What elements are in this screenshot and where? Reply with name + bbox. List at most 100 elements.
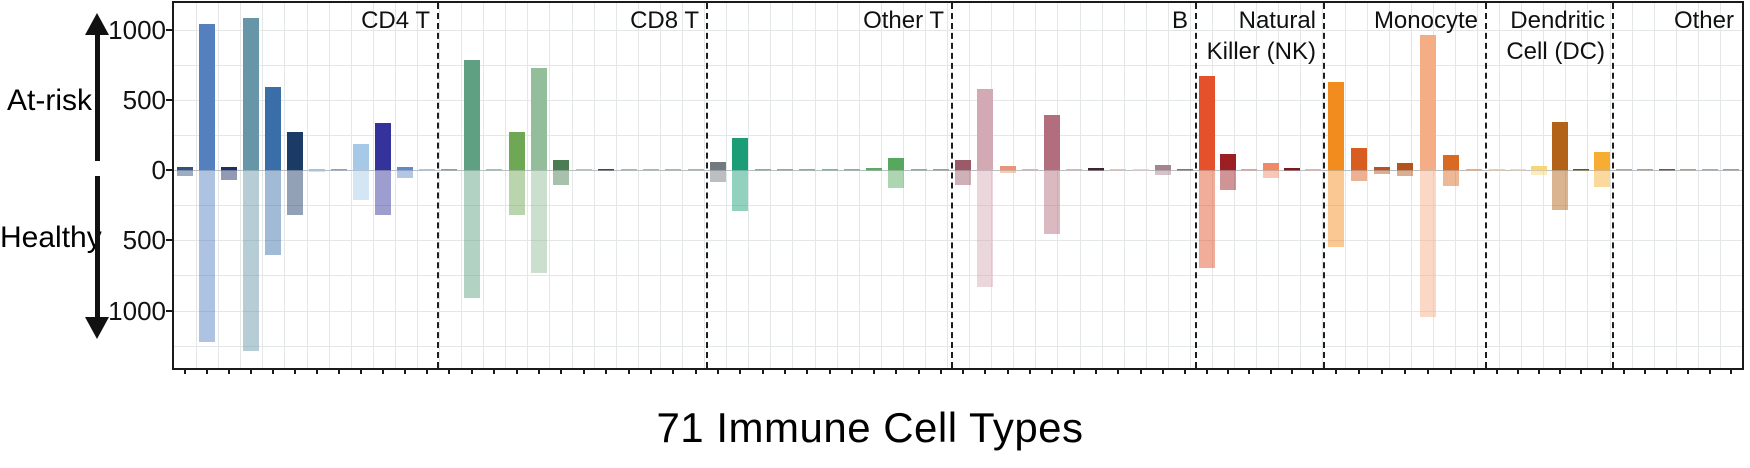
section-separator-nk [1323,3,1325,368]
bar-at-risk-other-4 [1680,169,1697,170]
x-tick [650,368,652,374]
bar-at-risk-cd4-t-5 [265,87,281,170]
x-tick [515,368,518,374]
vertical-gridline [483,3,485,368]
bar-healthy-cd8-t-9 [620,170,637,171]
vertical-gridline [659,3,661,368]
bar-at-risk-dc-5 [1573,168,1590,170]
x-tick [828,368,831,374]
vertical-gridline [637,3,639,368]
bar-at-risk-nk-3 [1241,169,1258,170]
vertical-gridline [394,3,396,368]
y-tick-mark [166,309,174,312]
bar-at-risk-monocyte-6 [1443,155,1460,170]
bar-at-risk-other-t-11 [932,168,949,170]
vertical-gridline [726,3,728,368]
vertical-gridline [328,3,330,368]
vertical-gridline [218,3,220,368]
vertical-gridline [1035,3,1037,368]
section-separator-b [1195,3,1197,368]
section-label-dc: Dendritic Cell (DC) [1506,7,1605,65]
bar-healthy-cd8-t-1 [441,170,458,171]
bar-healthy-cd8-t-7 [575,170,592,171]
x-tick [294,368,296,374]
vertical-gridline [527,3,529,368]
bar-healthy-cd4-t-9 [353,170,369,200]
section-label-cd4-t: CD4 T [361,7,430,34]
bar-healthy-other-t-6 [821,170,838,172]
bar-healthy-cd8-t-12 [687,170,704,171]
bar-at-risk-monocyte-2 [1350,148,1367,170]
bar-at-risk-cd4-t-3 [221,166,237,170]
section-label-nk: Natural Killer (NK) [1206,7,1316,65]
section-label-cd8-t: CD8 T [630,7,699,34]
bar-at-risk-other-t-9 [888,158,905,170]
bar-healthy-other-2 [1637,170,1654,171]
section-label-other: Other [1673,7,1734,34]
x-tick [694,368,697,374]
bar-at-risk-b-1 [955,159,972,170]
x-tick [627,368,630,374]
vertical-gridline [1587,3,1589,368]
x-tick [1227,368,1229,374]
bar-at-risk-monocyte-1 [1327,81,1344,170]
vertical-gridline [836,3,838,368]
vertical-gridline [748,3,750,368]
horizontal-gridline [174,275,1742,277]
bar-at-risk-cd8-t-4 [508,132,525,170]
bar-at-risk-nk-6 [1305,169,1322,170]
bar-at-risk-cd8-t-2 [463,60,480,170]
bar-at-risk-nk-4 [1262,163,1279,170]
bar-at-risk-cd4-t-10 [375,122,391,170]
bar-at-risk-other-t-8 [866,168,882,170]
bar-at-risk-b-7 [1088,168,1105,170]
y-tick-label: 500 [122,84,166,115]
bar-healthy-cd8-t-8 [598,170,615,171]
x-tick [250,368,252,374]
bar-healthy-cd4-t-2 [199,170,215,343]
bar-healthy-cd8-t-11 [665,170,682,171]
bar-at-risk-b-3 [999,165,1016,170]
bar-healthy-other-1 [1615,170,1632,171]
arrow-line-lower [95,176,100,319]
vertical-gridline [1322,3,1324,368]
vertical-gridline [196,3,198,368]
vertical-gridline [1565,3,1567,368]
vertical-gridline [1145,3,1147,368]
vertical-gridline [1013,3,1015,368]
arrow-line-upper [95,30,100,161]
x-tick [1708,368,1711,374]
x-tick [962,368,965,374]
bar-healthy-dc-2 [1509,170,1526,171]
bar-at-risk-cd4-t-1 [177,167,193,170]
bar-at-risk-cd8-t-3 [486,169,502,170]
bar-at-risk-b-5 [1043,114,1060,170]
horizontal-gridline [174,345,1742,347]
x-tick [1312,368,1315,374]
bar-healthy-dc-1 [1488,170,1505,171]
horizontal-gridline [174,29,1742,31]
x-tick [360,368,362,374]
x-tick [784,368,786,374]
bar-at-risk-b-6 [1066,169,1082,170]
x-tick [1139,368,1142,374]
x-tick [448,368,451,374]
vertical-gridline [991,3,993,368]
vertical-gridline [1123,3,1125,368]
bar-healthy-other-t-8 [866,170,882,172]
x-tick [1404,368,1406,374]
vertical-gridline [240,3,242,368]
x-tick [206,368,208,374]
bar-healthy-other-t-5 [799,170,816,171]
x-tick [761,368,764,374]
vertical-gridline [1101,3,1103,368]
vertical-gridline [439,3,440,368]
vertical-gridline [416,3,418,368]
x-tick [493,368,495,374]
chart-title: 71 Immune Cell Types [656,404,1084,451]
bar-at-risk-dc-1 [1488,169,1505,170]
bar-healthy-cd4-t-6 [287,170,303,215]
bar-at-risk-other-t-3 [754,169,771,170]
vertical-gridline [880,3,882,368]
